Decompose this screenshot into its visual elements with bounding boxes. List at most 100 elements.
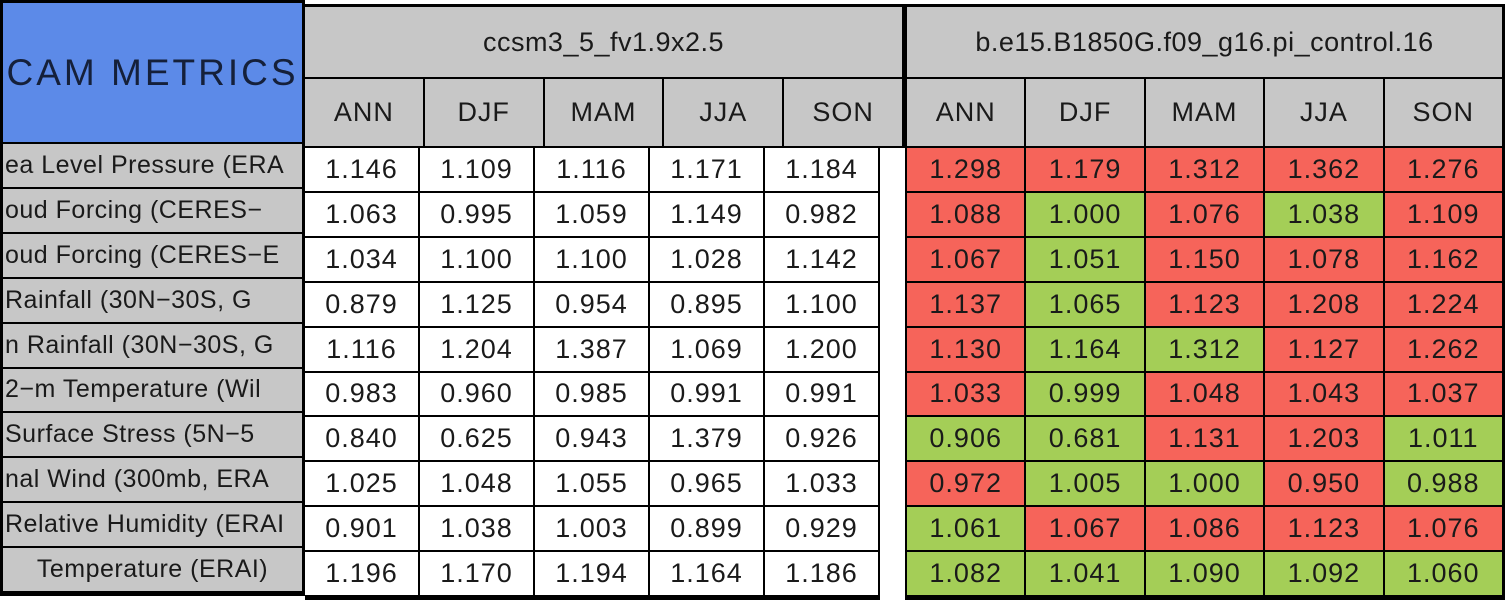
model1-value-cell: 0.960 <box>420 372 533 416</box>
model1-value-cell: 0.840 <box>305 417 418 461</box>
model1-value-cell: 1.184 <box>765 148 878 191</box>
model2-value-cell: 0.950 <box>1265 462 1383 506</box>
model1-value-cell: 0.926 <box>765 417 878 461</box>
table-title: CAM METRICS <box>3 3 302 142</box>
row-label: n Rainfall (30N−30S, G <box>3 323 302 367</box>
model1-value-cell: 1.055 <box>535 462 648 506</box>
model2-value-cell: 1.082 <box>907 552 1025 595</box>
model1-value-cell: 0.943 <box>535 417 648 461</box>
row-label: Relative Humidity (ERAI <box>3 503 302 547</box>
model1-value-cell: 1.034 <box>305 237 418 281</box>
model1-value-cell: 0.991 <box>765 372 878 416</box>
model1-value-cell: 1.171 <box>650 148 763 191</box>
model1-season-header: SON <box>784 79 902 146</box>
model1-value-cell: 1.142 <box>765 237 878 281</box>
model2-value-cell: 1.298 <box>907 148 1025 191</box>
model2-value-cell: 1.041 <box>1026 552 1144 595</box>
model2-value-cell: 1.000 <box>1026 192 1144 236</box>
model2-season-header: DJF <box>1026 79 1144 146</box>
model2-value-cell: 1.048 <box>1145 372 1264 416</box>
model1-value-cell: 1.048 <box>420 462 533 506</box>
model1-value-cell: 1.116 <box>535 148 648 191</box>
model2-value-cell: 1.065 <box>1026 282 1144 326</box>
model2-value-cell: 1.123 <box>1145 282 1264 326</box>
model1-value-cell: 1.116 <box>305 327 418 371</box>
model1-value-cell: 1.063 <box>305 192 418 236</box>
model2-value-cell: 0.972 <box>907 462 1025 506</box>
model1-value-cell: 1.204 <box>420 327 533 371</box>
model2-season-header: SON <box>1384 79 1502 146</box>
model1-value-cell: 1.196 <box>305 552 418 595</box>
row-label: ea Level Pressure (ERA <box>3 144 302 187</box>
model1-value-cell: 1.033 <box>765 462 878 506</box>
model1-value-cell: 0.899 <box>650 507 763 551</box>
model1-value-cell: 0.929 <box>765 507 878 551</box>
model1-value-cell: 1.100 <box>535 237 648 281</box>
model1-value-cell: 1.003 <box>535 507 648 551</box>
model2-value-cell: 1.312 <box>1145 327 1264 371</box>
model1-value-cell: 0.965 <box>650 462 763 506</box>
model2-value-cell: 1.005 <box>1026 462 1144 506</box>
model2-value-cell: 1.078 <box>1265 237 1383 281</box>
model2-value-cell: 1.312 <box>1145 148 1264 191</box>
model2-value-cell: 1.076 <box>1384 507 1502 551</box>
model1-season-row: ANN DJF MAM JJA SON <box>305 79 902 146</box>
model1-value-cell: 0.982 <box>765 192 878 236</box>
model2-value-cell: 1.203 <box>1265 417 1383 461</box>
model2-value-cell: 1.088 <box>907 192 1025 236</box>
model2-value-cell: 1.130 <box>907 327 1025 371</box>
row-label: oud Forcing (CERES−E <box>3 233 302 277</box>
model2-season-header: ANN <box>907 79 1025 146</box>
model1-value-cell: 1.100 <box>765 282 878 326</box>
model2-value-cell: 1.000 <box>1145 462 1264 506</box>
model1-value-cell: 1.109 <box>420 148 533 191</box>
model1-value-cell: 1.025 <box>305 462 418 506</box>
model1-value-cell: 0.901 <box>305 507 418 551</box>
model2-values-grid: 1.298 1.179 1.312 1.362 1.276 1.088 1.000 1.076… <box>905 148 1505 600</box>
model1-value-cell: 1.186 <box>765 552 878 595</box>
model2-season-header: MAM <box>1145 79 1264 146</box>
model2-season-row: ANN DJF MAM JJA SON <box>907 79 1502 146</box>
model1-value-cell: 0.895 <box>650 282 763 326</box>
model1-season-header: MAM <box>544 79 663 146</box>
model1-value-cell: 0.954 <box>535 282 648 326</box>
model2-value-cell: 1.179 <box>1026 148 1144 191</box>
model2-value-cell: 0.988 <box>1384 462 1502 506</box>
model2-value-cell: 1.208 <box>1265 282 1383 326</box>
model2-season-header: JJA <box>1265 79 1383 146</box>
model2-value-cell: 1.162 <box>1384 237 1502 281</box>
model2-value-cell: 1.061 <box>907 507 1025 551</box>
model2-value-cell: 1.262 <box>1384 327 1502 371</box>
model2-value-cell: 1.043 <box>1265 372 1383 416</box>
model2-value-cell: 1.076 <box>1145 192 1264 236</box>
model1-value-cell: 1.149 <box>650 192 763 236</box>
model2-value-cell: 0.681 <box>1026 417 1144 461</box>
model2-value-cell: 1.123 <box>1265 507 1383 551</box>
model1-header: ccsm3_5_fv1.9x2.5 ANN DJF MAM JJA SON <box>305 4 905 148</box>
row-label: oud Forcing (CERES− <box>3 188 302 232</box>
row-label: 2−m Temperature (Wil <box>3 368 302 412</box>
model1-value-cell: 0.985 <box>535 372 648 416</box>
model2-value-cell: 1.109 <box>1384 192 1502 236</box>
model2-value-cell: 1.164 <box>1026 327 1144 371</box>
model2-value-cell: 1.090 <box>1145 552 1264 595</box>
model1-value-cell: 1.194 <box>535 552 648 595</box>
model2-value-cell: 1.038 <box>1265 192 1383 236</box>
row-label: Rainfall (30N−30S, G <box>3 278 302 322</box>
model2-value-cell: 1.137 <box>907 282 1025 326</box>
model2-value-cell: 1.092 <box>1265 552 1383 595</box>
model2-value-cell: 1.067 <box>1026 507 1144 551</box>
model1-season-header: JJA <box>664 79 783 146</box>
model1-value-cell: 0.879 <box>305 282 418 326</box>
model1-season-header: DJF <box>424 79 543 146</box>
model1-value-cell: 1.379 <box>650 417 763 461</box>
model1-value-cell: 0.625 <box>420 417 533 461</box>
model2-value-cell: 1.276 <box>1384 148 1502 191</box>
model2-value-cell: 1.150 <box>1145 237 1264 281</box>
model2-value-cell: 1.362 <box>1265 148 1383 191</box>
model2-value-cell: 1.037 <box>1384 372 1502 416</box>
model2-value-cell: 1.067 <box>907 237 1025 281</box>
model1-name: ccsm3_5_fv1.9x2.5 <box>305 7 902 77</box>
model1-value-cell: 1.028 <box>650 237 763 281</box>
